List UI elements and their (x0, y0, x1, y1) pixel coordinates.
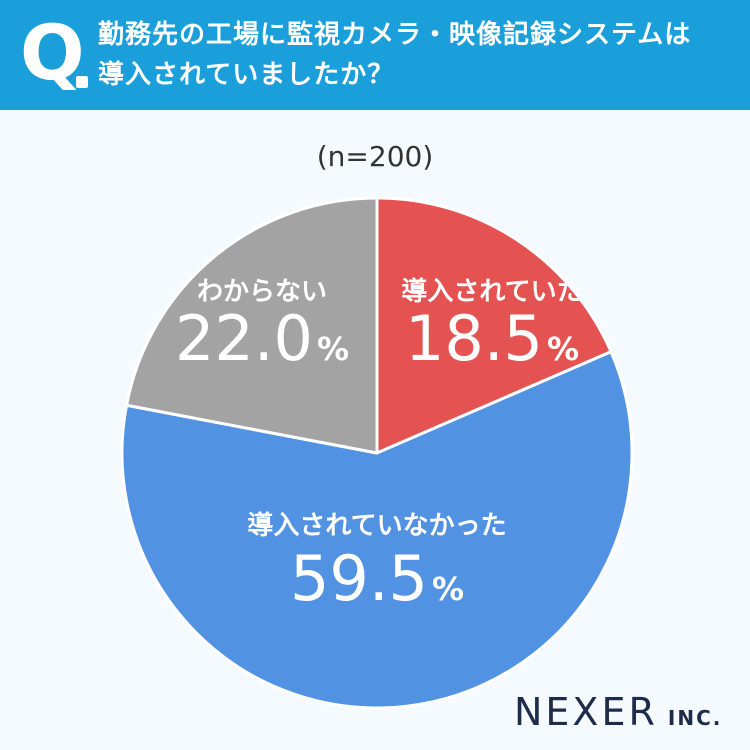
q-mark: Q (20, 8, 85, 97)
sample-size: (n=200) (316, 140, 434, 173)
slice-value-2: 22.0% (175, 302, 349, 375)
question-line-1: 勤務先の工場に監視カメラ・映像記録システムは (98, 20, 692, 50)
nexer-logo: NEXER INC. (514, 690, 722, 734)
q-dot (76, 76, 88, 88)
slice-value-1: 59.5% (290, 542, 464, 615)
question-line-2: 導入されていましたか？ (98, 60, 395, 90)
pie-slice-1 (120, 350, 634, 710)
pie-slice-0 (375, 196, 613, 455)
logo-main: NEXER (514, 690, 658, 734)
logo-sub: INC. (667, 706, 723, 730)
slice-label-0: 導入されていた (401, 276, 582, 307)
question-header: Q 勤務先の工場に監視カメラ・映像記録システムは 導入されていましたか？ (0, 0, 750, 110)
slice-label-1: 導入されていなかった (247, 510, 506, 541)
pie-slice-2 (125, 196, 379, 455)
slice-label-2: わからない (197, 277, 327, 307)
slice-value-0: 18.5% (405, 302, 579, 375)
